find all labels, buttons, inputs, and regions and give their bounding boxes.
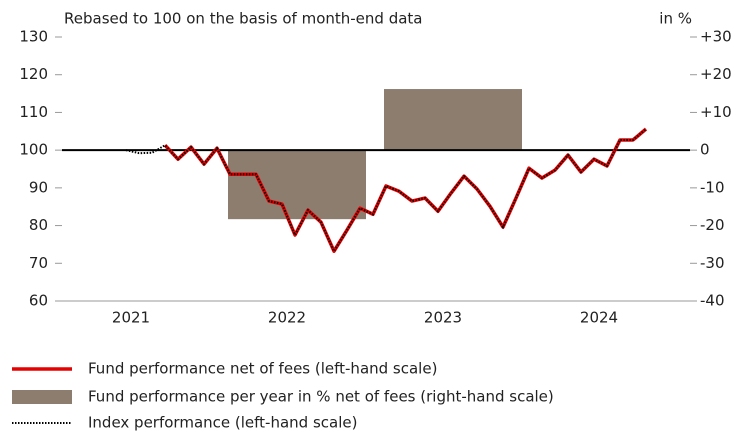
legend-label: Index performance (left-hand scale) (88, 414, 357, 432)
chart-title: Rebased to 100 on the basis of month-end… (64, 10, 423, 28)
y2-tick-label: 0 (700, 141, 710, 159)
bar (228, 150, 366, 220)
x-tick-label: 2022 (268, 309, 306, 327)
x-tick-label: 2024 (580, 309, 618, 327)
y-tick-label: 120 (19, 65, 48, 83)
y2-tick-label: +30 (700, 28, 732, 46)
y2-tick-label: -40 (700, 292, 725, 310)
y2-tick-label: -20 (700, 216, 725, 234)
y-tick-label: 130 (19, 28, 48, 46)
y2-tick-label: +20 (700, 65, 732, 83)
y2-axis-label: in % (659, 10, 692, 28)
y2-tick-label: +10 (700, 103, 732, 121)
y-tick-label: 70 (29, 254, 48, 272)
legend-label: Fund performance per year in % net of fe… (88, 388, 554, 406)
y2-tick-label: -10 (700, 178, 725, 196)
y-tick-label: 90 (29, 178, 48, 196)
x-tick-label: 2023 (424, 309, 462, 327)
y-tick-label: 60 (29, 292, 48, 310)
legend-swatch (12, 390, 72, 404)
y2-tick-label: -30 (700, 254, 725, 272)
legend-label: Fund performance net of fees (left-hand … (88, 360, 437, 378)
y-tick-label: 100 (19, 141, 48, 159)
x-tick-label: 2021 (112, 309, 150, 327)
y-tick-label: 110 (19, 103, 48, 121)
y-tick-label: 80 (29, 216, 48, 234)
bar (384, 89, 522, 151)
